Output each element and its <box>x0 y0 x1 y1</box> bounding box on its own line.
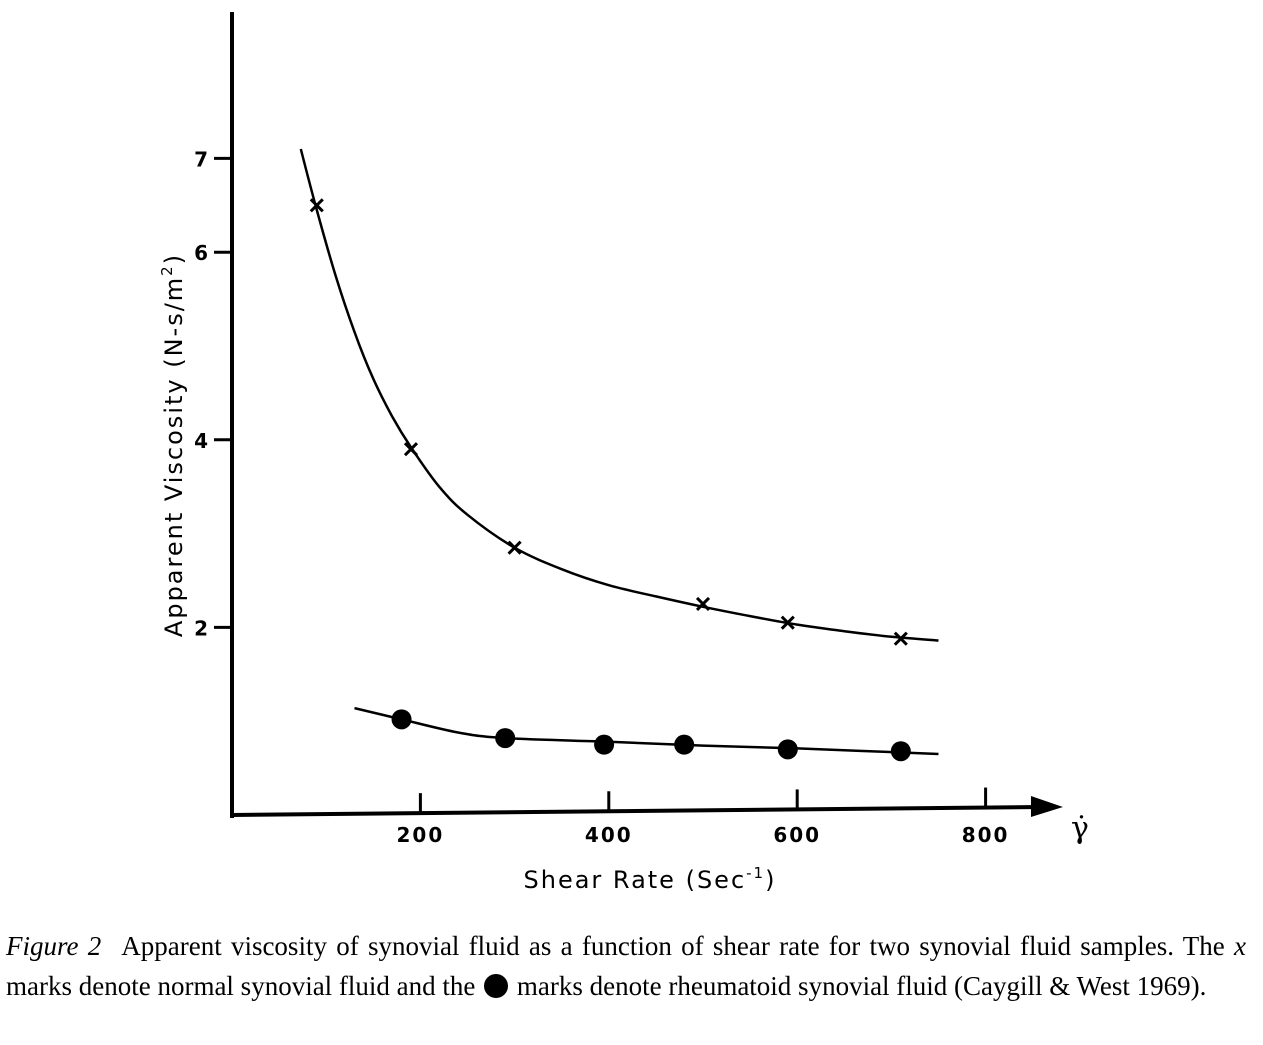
x-marker <box>507 540 522 555</box>
x-tick-label: 200 <box>397 823 445 847</box>
x-axis-arrow <box>1030 796 1063 817</box>
figure-caption: Figure 2 Apparent viscosity of synovial f… <box>6 926 1246 1006</box>
x-tick-label: 400 <box>585 823 633 847</box>
y-tick-label: 6 <box>194 241 210 265</box>
caption-label: Figure 2 <box>6 931 102 961</box>
x-marker <box>309 198 324 213</box>
x-marker <box>780 615 795 630</box>
dot-marker <box>890 741 911 762</box>
x-tick-label: 800 <box>962 823 1010 847</box>
x-marker-stroke <box>507 540 522 555</box>
caption-text-2: marks denote normal synovial fluid and t… <box>6 971 476 1001</box>
dot-marker <box>594 734 615 755</box>
x-axis-line <box>231 805 1041 817</box>
x-marker-stroke <box>403 442 419 457</box>
x-axis-title: Shear Rate (Sec-1) <box>524 864 777 894</box>
caption-x-mark: x <box>1234 931 1247 961</box>
dot-marker <box>777 739 798 760</box>
y-tick-label: 4 <box>194 429 210 453</box>
filled-circle-icon <box>484 974 509 998</box>
x-marker-stroke <box>780 615 795 630</box>
x-marker-stroke <box>893 631 908 646</box>
y-tick-label: 2 <box>194 616 210 640</box>
y-axis-title: Apparent Viscosity (N-s/m2) <box>158 253 188 637</box>
dot-marker <box>391 709 412 730</box>
data-markers <box>309 198 911 762</box>
normal-fluid-curve <box>299 148 939 642</box>
x-marker-stroke <box>309 198 324 213</box>
axis-labels: Shear Rate (Sec-1) Apparent Viscosity (N… <box>158 253 1089 894</box>
viscosity-chart: 200 400 600 800 2 4 6 7 Shear Rate (Sec-1) Appa… <box>158 12 1089 894</box>
axes: 200 400 600 800 2 4 6 7 <box>194 12 1063 847</box>
dot-marker <box>674 734 695 755</box>
caption-text-3: marks denote rheumatoid synovial fluid (… <box>516 971 1207 1001</box>
rheumatoid-fluid-curve <box>354 706 939 756</box>
x-marker <box>695 596 711 612</box>
x-marker <box>893 631 908 646</box>
dot-marker <box>495 728 516 749</box>
x-marker-stroke <box>695 596 711 612</box>
x-marker <box>403 442 419 457</box>
y-tick-label: 7 <box>194 147 210 171</box>
caption-text-1: Apparent viscosity of synovial fluid as … <box>121 931 1225 961</box>
fitted-curves <box>299 148 939 756</box>
shear-rate-symbol: γ̇ <box>1071 811 1089 846</box>
x-tick-label: 600 <box>773 823 821 847</box>
